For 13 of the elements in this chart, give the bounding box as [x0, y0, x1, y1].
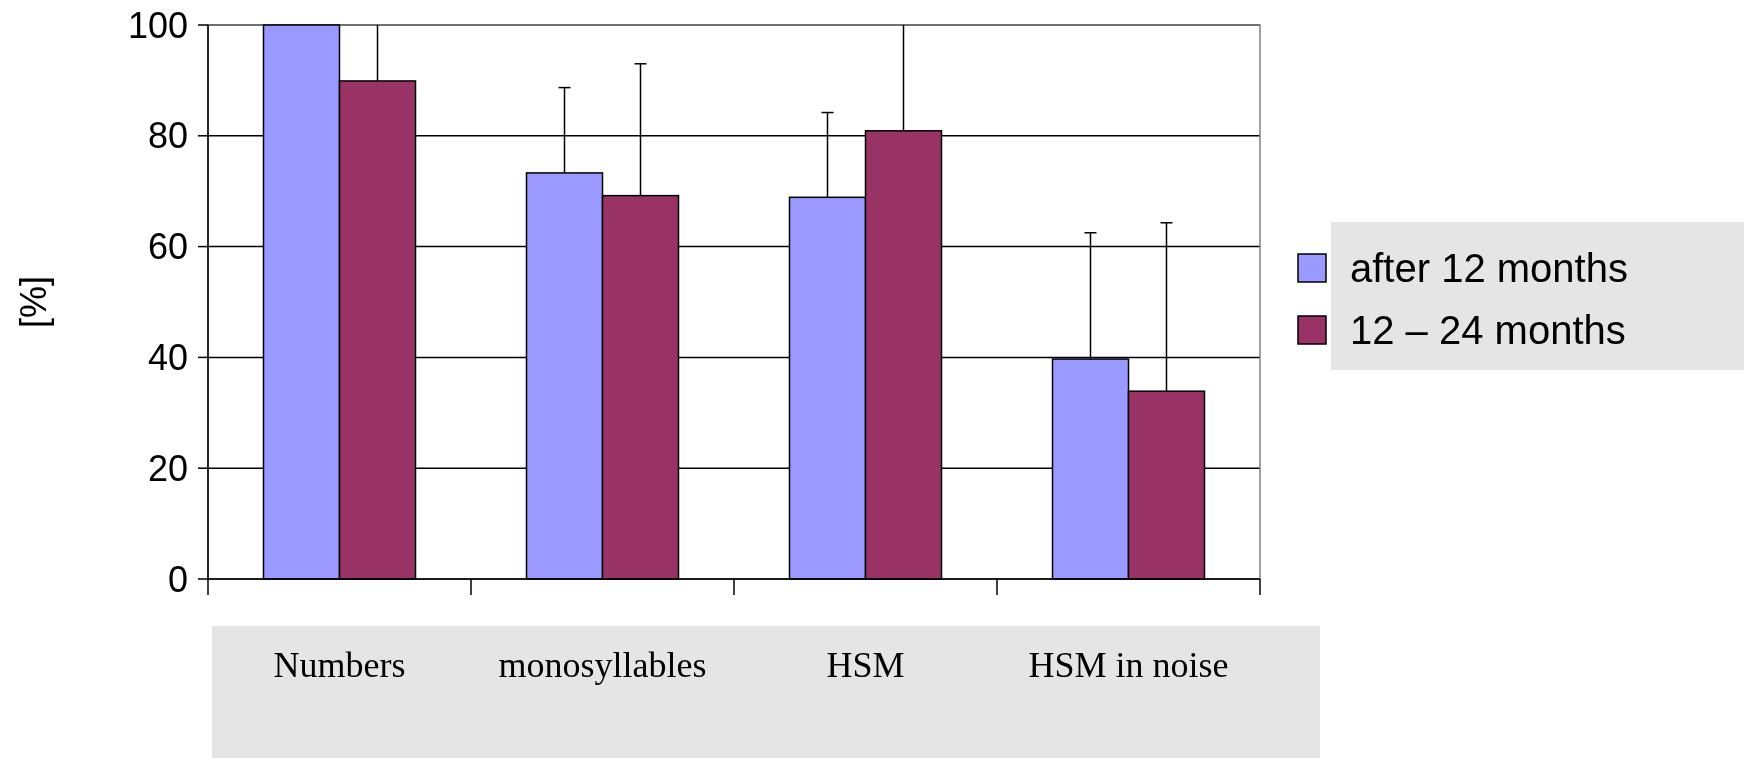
x-tick-label: HSM: [826, 645, 905, 685]
y-axis-title: [%]: [13, 275, 54, 329]
x-tick-label: HSM in noise: [1028, 645, 1229, 685]
y-tick-label: 60: [147, 226, 188, 268]
legend-label: 12 – 24 months: [1350, 308, 1626, 352]
y-tick-label: 20: [147, 447, 188, 489]
legend-label: after 12 months: [1350, 246, 1628, 290]
x-tick-label: Numbers: [273, 645, 406, 685]
y-tick-label: 40: [147, 337, 188, 378]
y-tick-label: 0: [167, 558, 188, 600]
x-tick-label: monosyllables: [498, 645, 707, 685]
y-tick-label: 100: [127, 4, 188, 46]
y-tick-label: 80: [147, 115, 188, 157]
